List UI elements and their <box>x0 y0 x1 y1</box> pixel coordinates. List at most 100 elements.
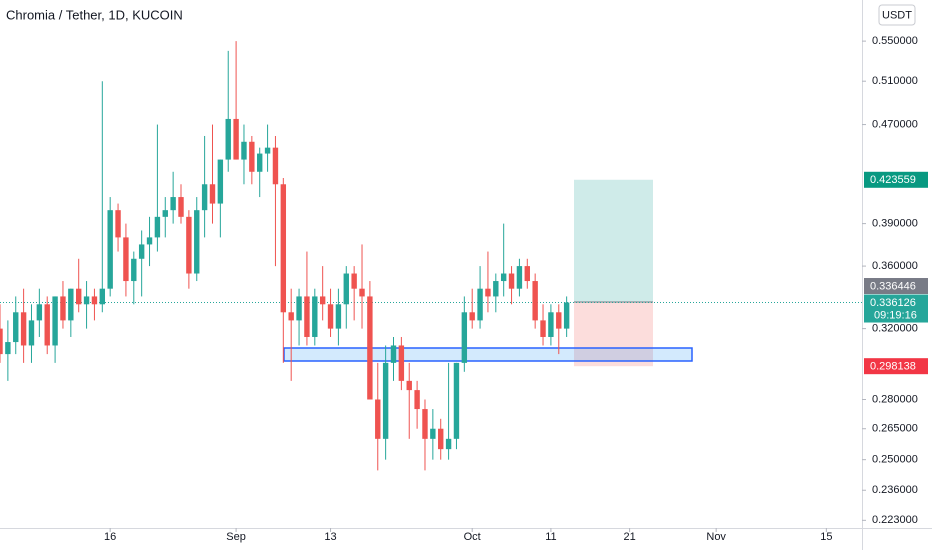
candle-body <box>453 362 460 439</box>
y-tick-label: 0.360000 <box>872 260 918 272</box>
candle-body <box>209 184 216 204</box>
candle-body <box>225 118 231 160</box>
candle-body <box>13 312 19 343</box>
candle-body <box>548 312 554 337</box>
currency-label[interactable]: USDT <box>882 9 912 21</box>
position-target-zone <box>574 179 653 303</box>
countdown-label: 09:19:16 <box>874 309 917 321</box>
candle-body <box>60 296 66 321</box>
candle-body <box>461 312 468 363</box>
candle-body <box>563 302 570 329</box>
candle-body <box>178 197 184 217</box>
candle-body <box>477 288 483 321</box>
candle-body <box>500 273 507 282</box>
candle-body <box>68 288 74 321</box>
x-tick-label: 21 <box>623 531 635 543</box>
candle-body <box>194 210 200 274</box>
candle-body <box>398 345 405 381</box>
target-price-label-box <box>864 171 928 188</box>
candle-body <box>414 390 420 410</box>
stop-price-label: 0.298138 <box>870 361 916 373</box>
candle-body <box>280 184 287 313</box>
candle-body <box>28 320 35 346</box>
candle-body <box>272 147 279 185</box>
candle-body <box>367 296 373 400</box>
x-tick-label: 11 <box>545 531 556 543</box>
y-tick-label: 0.550000 <box>872 35 918 47</box>
candle-body <box>524 266 530 282</box>
x-tick-label: Nov <box>706 531 726 543</box>
y-tick-label: 0.510000 <box>872 75 918 87</box>
candle-body <box>335 304 342 329</box>
candle-body <box>445 438 452 450</box>
candle-body <box>233 118 239 160</box>
y-tick-label: 0.470000 <box>872 118 918 130</box>
position-stop-zone <box>574 302 653 367</box>
candle-body <box>382 362 389 439</box>
candle-body <box>186 216 192 274</box>
candle-body <box>5 342 11 355</box>
candle-body <box>217 159 224 204</box>
candle-body <box>83 296 90 305</box>
y-tick-label: 0.223000 <box>872 514 918 526</box>
x-tick-label: Oct <box>464 531 481 543</box>
candle-body <box>138 244 145 259</box>
last-price-box <box>864 294 928 323</box>
y-tick-label: 0.390000 <box>872 218 918 230</box>
y-tick-label: 0.280000 <box>872 393 918 405</box>
candle-body <box>312 296 318 337</box>
support-zone <box>283 347 693 362</box>
x-tick-label: Sep <box>226 531 246 543</box>
entry-price-label-box <box>864 278 928 295</box>
currency-button[interactable] <box>878 4 916 26</box>
candle-body <box>406 380 412 391</box>
y-tick-label: 0.265000 <box>872 423 918 435</box>
candle-body <box>0 328 3 355</box>
candle-body <box>20 312 27 346</box>
candle-body <box>359 288 365 297</box>
candle-body <box>123 237 129 282</box>
candle-body <box>351 273 357 289</box>
candle-body <box>319 296 326 305</box>
candle-body <box>438 428 444 450</box>
candle-body <box>264 147 271 154</box>
x-tick-label: 16 <box>104 531 116 543</box>
candle-body <box>44 304 50 346</box>
stop-price-label-box <box>864 358 928 375</box>
candle-body <box>493 281 499 297</box>
y-tick-label: 0.250000 <box>872 454 918 466</box>
target-price-label: 0.423559 <box>870 174 916 186</box>
candle-body <box>304 296 310 337</box>
x-tick-label: 15 <box>820 531 832 543</box>
candle-body <box>201 184 208 211</box>
candle-body <box>556 312 562 329</box>
candle-body <box>508 273 515 289</box>
candle-body <box>131 258 137 282</box>
candle-body <box>107 210 113 289</box>
x-tick-label: 13 <box>324 531 336 543</box>
candle-body <box>343 273 349 305</box>
candle-body <box>241 141 247 160</box>
candle-body <box>257 153 263 172</box>
candle-body <box>375 399 381 439</box>
candle-body <box>430 428 436 439</box>
candle-body <box>36 304 43 321</box>
candle-body <box>532 281 538 321</box>
candle-body <box>91 296 98 305</box>
y-tick-label: 0.236000 <box>872 484 918 496</box>
candle-body <box>288 312 294 321</box>
entry-price-label: 0.336446 <box>870 280 916 292</box>
candle-body <box>115 210 121 238</box>
candle-body <box>146 237 153 245</box>
candle-body <box>296 296 302 321</box>
candle-body <box>170 197 176 211</box>
candle-body <box>390 345 397 363</box>
candle-body <box>162 210 168 217</box>
last-price-label: 0.336126 <box>870 297 916 309</box>
chart-title: Chromia / Tether, 1D, KUCOIN <box>6 7 183 22</box>
candle-body <box>154 216 161 238</box>
candle-body <box>516 266 523 289</box>
candle-body <box>327 304 334 329</box>
